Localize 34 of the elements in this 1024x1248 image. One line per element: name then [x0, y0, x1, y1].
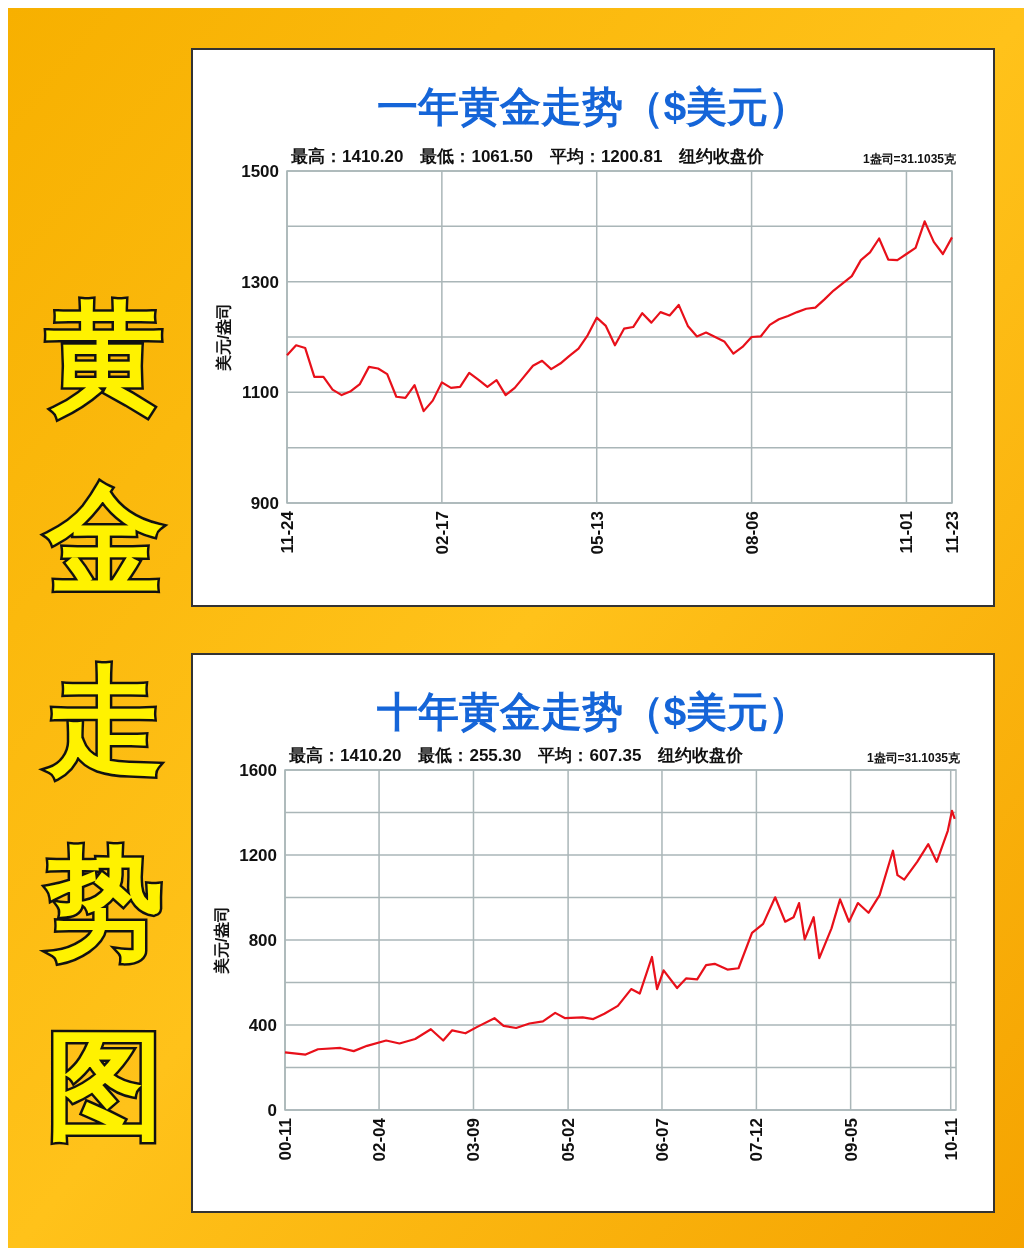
- chart-title: 十年黄金走势（$美元）: [376, 689, 810, 735]
- x-tick-label: 03-09: [464, 1118, 484, 1162]
- x-tick-label: 11-01: [897, 511, 917, 554]
- y-axis-title: 美元/盎司: [214, 302, 232, 373]
- x-tick-label: 02-04: [370, 1117, 390, 1162]
- y-tick-label: 1500: [241, 161, 279, 181]
- x-tick-label: 00-11: [275, 1118, 295, 1161]
- x-tick-label: 08-06: [742, 511, 762, 555]
- chart-title: 一年黄金走势（$美元）: [376, 84, 810, 130]
- y-tick-label: 800: [248, 930, 277, 950]
- text: 1盎司=31.1035克: [866, 751, 961, 765]
- text: 黄金走势图: [44, 291, 164, 1151]
- x-tick-label: 11-24: [277, 510, 297, 554]
- x-tick-label: 05-13: [587, 511, 607, 555]
- x-tick-label: 05-02: [559, 1118, 579, 1162]
- x-tick-label: 02-17: [432, 511, 452, 555]
- line-series: [283, 809, 956, 1056]
- y-axis-title: 美元/盎司: [212, 905, 230, 976]
- x-tick-label: 11-23: [942, 511, 962, 554]
- x-tick-label: 09-05: [841, 1118, 861, 1162]
- x-tick-label: 10-11: [941, 1118, 961, 1161]
- y-tick-label: 1200: [239, 845, 277, 865]
- chart-subtitle: 最高：1410.20 最低：255.30 平均：607.35 纽约收盘价: [288, 746, 745, 765]
- y-tick-label: 1300: [241, 272, 279, 292]
- text: 1盎司=31.1035克: [862, 152, 957, 166]
- x-tick-label: 07-12: [747, 1118, 767, 1162]
- y-tick-label: 1600: [239, 760, 277, 780]
- y-tick-label: 400: [248, 1015, 277, 1035]
- x-tick-label: 06-07: [652, 1118, 672, 1162]
- chart-subtitle: 最高：1410.20 最低：1061.50 平均：1200.81 纽约收盘价: [290, 147, 766, 166]
- line-series: [285, 220, 954, 413]
- y-tick-label: 1100: [242, 383, 279, 403]
- y-tick-label: 900: [250, 493, 279, 513]
- y-tick-label: 0: [267, 1100, 277, 1120]
